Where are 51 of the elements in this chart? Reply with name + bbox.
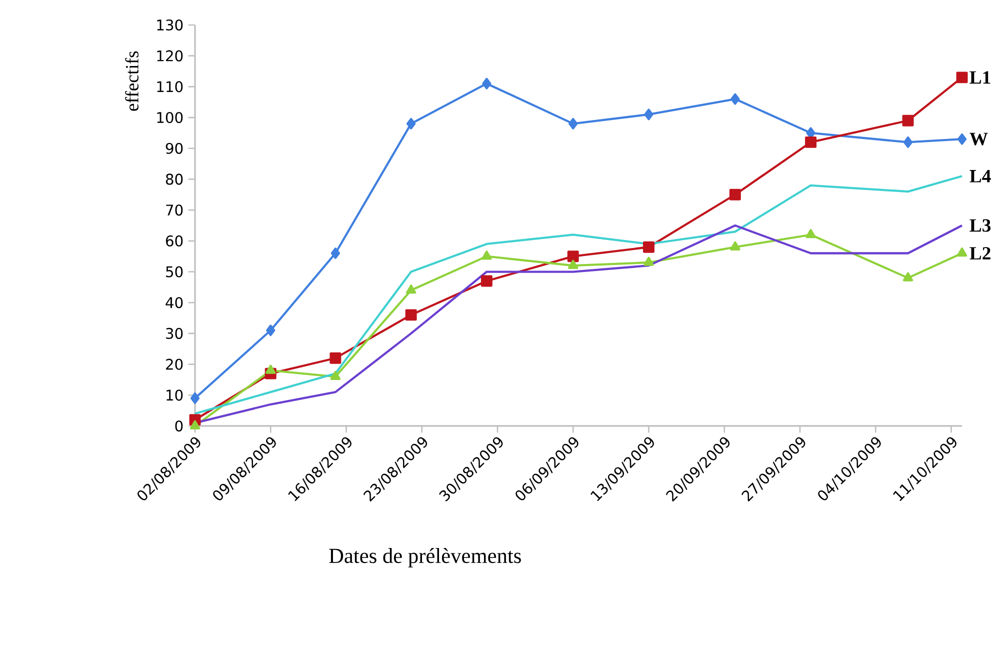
point xyxy=(482,78,492,90)
y-tick-label: 90 xyxy=(166,142,183,154)
series-label: L1 xyxy=(970,71,990,84)
y-tick-label: 50 xyxy=(166,266,183,278)
y-tick-label: 60 xyxy=(166,235,183,246)
point xyxy=(902,114,914,126)
point xyxy=(642,241,654,253)
point xyxy=(568,260,578,269)
point xyxy=(405,309,417,321)
y-tick-label: 0 xyxy=(175,420,183,432)
series-label: W xyxy=(970,132,988,146)
x-axis-title: Dates de prélèvements xyxy=(329,548,521,568)
y-tick-label: 110 xyxy=(157,81,183,92)
y-tick-label: 130 xyxy=(157,19,183,31)
y-tick-label: 10 xyxy=(166,390,183,401)
point xyxy=(568,118,578,130)
point xyxy=(730,93,740,105)
point xyxy=(805,136,817,148)
y-tick-label: 70 xyxy=(166,204,183,216)
point xyxy=(957,133,967,145)
point xyxy=(480,275,492,287)
point xyxy=(730,241,740,250)
point xyxy=(806,229,816,238)
point xyxy=(190,420,200,430)
y-tick-label: 100 xyxy=(157,112,183,124)
point xyxy=(266,364,276,374)
series-label: L3 xyxy=(970,219,991,232)
point xyxy=(902,272,914,282)
point xyxy=(567,250,579,262)
y-tick-label: 80 xyxy=(166,174,183,185)
point xyxy=(330,370,341,380)
point xyxy=(266,324,276,336)
point xyxy=(330,352,342,364)
y-tick-label: 40 xyxy=(166,297,183,308)
point xyxy=(956,72,968,84)
y-tick-label: 20 xyxy=(166,358,183,370)
point xyxy=(190,392,200,404)
point xyxy=(903,136,913,148)
point xyxy=(482,250,492,260)
point xyxy=(644,108,654,120)
y-axis-title: effectifs xyxy=(125,51,138,111)
point xyxy=(406,118,416,130)
y-tick-label: 120 xyxy=(157,50,183,62)
series-label: L2 xyxy=(970,247,990,260)
y-tick-label: 30 xyxy=(166,328,183,339)
point xyxy=(330,248,340,259)
point xyxy=(729,188,741,200)
point xyxy=(406,284,416,294)
point xyxy=(956,248,968,257)
series-label: L4 xyxy=(970,170,991,182)
point xyxy=(644,256,654,266)
